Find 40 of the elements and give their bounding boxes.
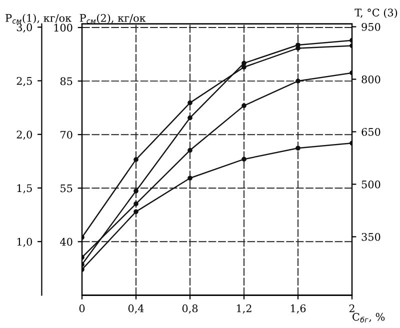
point [242,60,246,66]
y2-tick-label: 800 [362,75,380,84]
point [296,146,300,151]
point [296,78,300,84]
y3-tick-label: 2,5 [16,76,32,86]
y3-tick-label: 1,5 [17,184,32,194]
y-tick-label: 70 [60,130,72,139]
y-tick-label: 55 [60,184,72,192]
y2-tick-label: 950 [362,22,380,31]
y2-tick-label: 500 [362,180,380,188]
point [134,209,138,214]
y2-axis-title: T, °C (3) [354,8,398,18]
y2-tick-label: 350 [362,232,380,241]
y-tick-label: 100 [54,24,72,32]
point [188,100,192,106]
point [134,157,138,162]
y2-tick-label: 650 [362,128,380,136]
point [188,176,192,181]
y-axis-title: P$_{см}$(2), кг/ок [80,14,146,24]
y-tick-label: 85 [60,77,72,86]
y-tick-label: 40 [60,238,72,246]
x-tick-label: 1,6 [290,304,306,314]
point [242,156,246,162]
point [242,103,246,108]
point [296,42,300,48]
y3-tick-label: 3,0 [16,23,32,33]
y3-tick-label: 2,0 [16,130,32,140]
y3-tick-label: 1,0 [17,238,32,247]
x-tick-label: 0 [79,304,85,312]
point [242,64,246,70]
point [188,148,192,153]
x-tick-label: 0,8 [182,304,198,314]
y3-axis-title: P$_{см}$(1), кг/ок [6,14,72,24]
point [188,115,192,120]
x-tick-label: 1,2 [236,304,252,314]
point [134,201,138,206]
point [134,188,138,194]
x-axis-title: C$_{бг}$, % [352,312,385,322]
x-tick-label: 0,4 [128,304,144,314]
x-tick-label: 2 [349,304,354,312]
